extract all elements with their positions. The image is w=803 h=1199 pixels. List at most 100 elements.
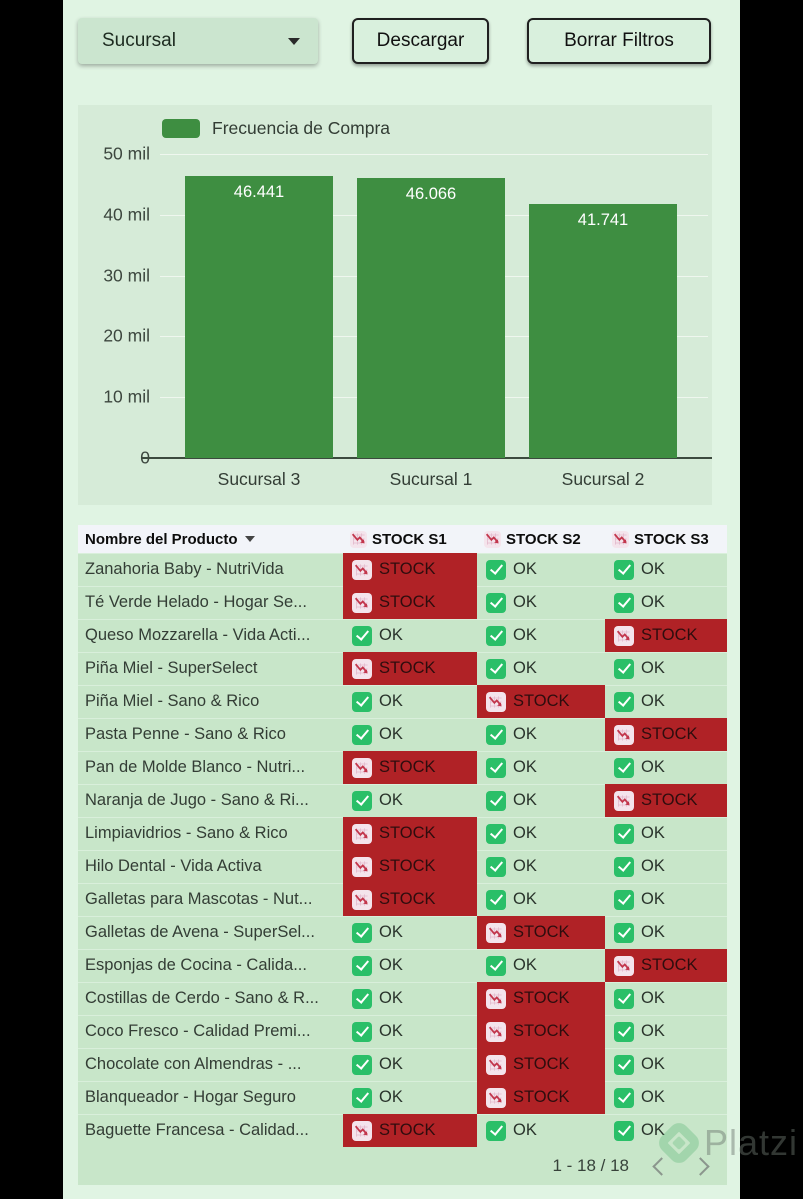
- status-cell-s3: STOCK: [605, 619, 727, 652]
- status-label: STOCK: [641, 956, 698, 974]
- table-row: Galletas para Mascotas - Nut... STOCK OK OK: [78, 883, 727, 916]
- check-mark-icon: [486, 757, 506, 778]
- chevron-right-icon[interactable]: [691, 1156, 710, 1176]
- x-axis-category-label: Sucursal 2: [561, 469, 645, 489]
- status-cell-s1: STOCK: [343, 1114, 477, 1147]
- pagination-range: 1 - 18 / 18: [552, 1156, 629, 1175]
- status-cell-s1: OK: [343, 949, 477, 982]
- purchase-frequency-chart: Frecuencia de Compra 0 10 mil 20 mil 30 mil…: [78, 105, 712, 505]
- check-mark-icon: [352, 790, 372, 811]
- bar-2[interactable]: 46.066: [357, 178, 505, 458]
- status-label: OK: [641, 659, 665, 677]
- check-mark-icon: [486, 889, 506, 910]
- column-header-stock-s3[interactable]: STOCK S3: [605, 525, 727, 553]
- table-row: Costillas de Cerdo - Sano & R... OK STOCK O…: [78, 982, 727, 1015]
- product-name-cell: Piña Miel - SuperSelect: [85, 659, 258, 677]
- status-label: STOCK: [513, 1055, 570, 1073]
- download-button-label: Descargar: [376, 30, 465, 51]
- column-header-product-name[interactable]: Nombre del Producto: [78, 525, 343, 553]
- status-cell-s1: OK: [343, 718, 477, 751]
- status-cell-s1: STOCK: [343, 850, 477, 883]
- status-cell-s2: OK: [477, 652, 605, 685]
- status-label: STOCK: [379, 758, 436, 776]
- product-name-cell: Esponjas de Cocina - Calida...: [85, 956, 307, 974]
- clear-filters-button-label: Borrar Filtros: [564, 30, 674, 51]
- column-header-label: Nombre del Producto: [85, 530, 238, 548]
- check-mark-icon: [486, 559, 506, 580]
- check-mark-icon: [486, 625, 506, 646]
- status-label: OK: [379, 725, 403, 743]
- status-label: OK: [641, 758, 665, 776]
- column-header-stock-s1[interactable]: STOCK S1: [343, 525, 477, 553]
- status-cell-s2: OK: [477, 553, 605, 586]
- status-label: OK: [513, 857, 537, 875]
- stock-table: Nombre del Producto STOCK S1 STOCK S2 ST…: [78, 525, 727, 1185]
- status-cell-s3: OK: [605, 1081, 727, 1114]
- chart-decreasing-icon: [486, 1054, 506, 1075]
- status-cell-s1: OK: [343, 619, 477, 652]
- x-axis-category-label: Sucursal 3: [217, 469, 301, 489]
- status-cell-s1: OK: [343, 685, 477, 718]
- status-label: OK: [641, 890, 665, 908]
- table-row: Hilo Dental - Vida Activa STOCK OK OK: [78, 850, 727, 883]
- chart-decreasing-icon: [352, 889, 372, 910]
- bar-1[interactable]: 46.441: [185, 176, 333, 458]
- column-header-stock-s2[interactable]: STOCK S2: [477, 525, 605, 553]
- chart-decreasing-icon: [614, 790, 634, 811]
- status-cell-s2: STOCK: [477, 982, 605, 1015]
- status-cell-s3: OK: [605, 916, 727, 949]
- status-label: OK: [641, 989, 665, 1007]
- column-header-label: STOCK S1: [372, 530, 447, 548]
- check-mark-icon: [352, 922, 372, 943]
- chart-decreasing-icon: [352, 658, 372, 679]
- gridline: [160, 154, 708, 155]
- status-label: OK: [513, 791, 537, 809]
- check-mark-icon: [352, 955, 372, 976]
- caret-down-icon: [288, 37, 300, 45]
- status-cell-s3: OK: [605, 685, 727, 718]
- status-label: OK: [513, 956, 537, 974]
- chevron-left-icon[interactable]: [652, 1156, 671, 1176]
- chart-decreasing-icon: [352, 823, 372, 844]
- table-row: Té Verde Helado - Hogar Se... STOCK OK OK: [78, 586, 727, 619]
- status-label: OK: [641, 1121, 665, 1139]
- check-mark-icon: [352, 1087, 372, 1108]
- status-cell-s3: STOCK: [605, 718, 727, 751]
- check-mark-icon: [614, 922, 634, 943]
- status-cell-s2: OK: [477, 850, 605, 883]
- chart-decreasing-icon: [486, 691, 506, 712]
- check-mark-icon: [614, 1054, 634, 1075]
- y-axis-tick-label: 10 mil: [103, 386, 150, 407]
- status-cell-s1: STOCK: [343, 817, 477, 850]
- check-mark-icon: [486, 856, 506, 877]
- status-label: STOCK: [641, 791, 698, 809]
- status-label: OK: [513, 659, 537, 677]
- check-mark-icon: [352, 1021, 372, 1042]
- status-cell-s1: OK: [343, 784, 477, 817]
- x-axis-category-label: Sucursal 1: [389, 469, 473, 489]
- product-name-cell: Hilo Dental - Vida Activa: [85, 857, 262, 875]
- status-cell-s2: STOCK: [477, 1048, 605, 1081]
- status-label: STOCK: [379, 824, 436, 842]
- check-mark-icon: [614, 757, 634, 778]
- chart-decreasing-icon: [352, 1120, 372, 1141]
- column-header-label: STOCK S3: [634, 530, 709, 548]
- status-label: OK: [641, 560, 665, 578]
- bar-3[interactable]: 41.741: [529, 204, 677, 458]
- table-body: Zanahoria Baby - NutriVida STOCK OK OK Té Ve…: [78, 553, 727, 1147]
- chart-decreasing-icon: [352, 559, 372, 580]
- check-mark-icon: [486, 955, 506, 976]
- status-cell-s3: OK: [605, 1048, 727, 1081]
- product-name-cell: Pasta Penne - Sano & Rico: [85, 725, 286, 743]
- chart-decreasing-icon: [614, 955, 634, 976]
- legend-label: Frecuencia de Compra: [212, 118, 390, 138]
- status-label: OK: [379, 989, 403, 1007]
- check-mark-icon: [614, 1120, 634, 1141]
- sucursal-filter-dropdown[interactable]: Sucursal: [78, 18, 318, 64]
- download-button[interactable]: Descargar: [352, 18, 489, 64]
- chart-decreasing-icon: [484, 530, 501, 548]
- y-axis-tick-label: 40 mil: [103, 204, 150, 225]
- clear-filters-button[interactable]: Borrar Filtros: [527, 18, 711, 64]
- status-label: OK: [379, 1022, 403, 1040]
- status-label: STOCK: [379, 857, 436, 875]
